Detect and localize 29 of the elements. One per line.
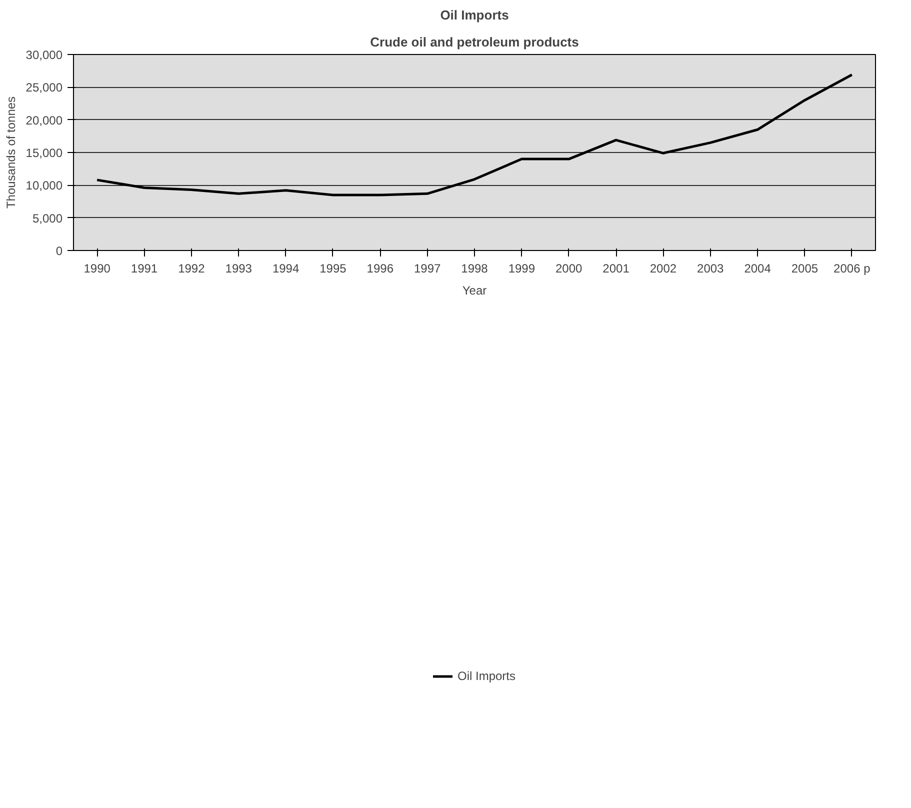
- x-tick-label: 2001: [602, 262, 630, 276]
- legend-label: Oil Imports: [457, 669, 516, 683]
- x-tick-label: 2004: [744, 262, 772, 276]
- x-tick-label: 1999: [508, 262, 536, 276]
- x-tick-label: 1996: [366, 262, 394, 276]
- x-tick-label: 1992: [178, 262, 206, 276]
- x-tick-label: 1994: [272, 262, 300, 276]
- y-tick-label: 10,000: [26, 178, 63, 193]
- x-tick-label: 1995: [320, 262, 347, 276]
- y-tick-label: 15,000: [26, 146, 63, 160]
- x-tick-label: 1993: [225, 262, 252, 276]
- y-tick-label: 25,000: [26, 80, 63, 95]
- x-tick-label: 2002: [650, 262, 677, 276]
- y-tick-label: 5,000: [32, 211, 63, 226]
- y-tick-label: 30,000: [26, 48, 63, 62]
- x-tick-label: 1997: [414, 262, 441, 276]
- y-tick-label: 20,000: [26, 113, 63, 128]
- x-tick-label: 1990: [84, 262, 111, 276]
- chart-subtitle: Crude oil and petroleum products: [370, 34, 579, 50]
- x-axis-title: Year: [462, 284, 487, 298]
- y-axis-title: Thousands of tonnes: [4, 96, 18, 209]
- x-tick-label: 2003: [697, 262, 724, 276]
- x-tick-label: 1998: [461, 262, 488, 276]
- x-tick-label: 2006 p: [834, 262, 871, 276]
- x-tick-label: 2000: [556, 262, 583, 276]
- y-tick-label: 0: [56, 244, 63, 258]
- x-tick-label: 1991: [130, 262, 158, 276]
- x-tick-label: 2005: [791, 262, 818, 276]
- chart-title: Oil Imports: [440, 8, 509, 22]
